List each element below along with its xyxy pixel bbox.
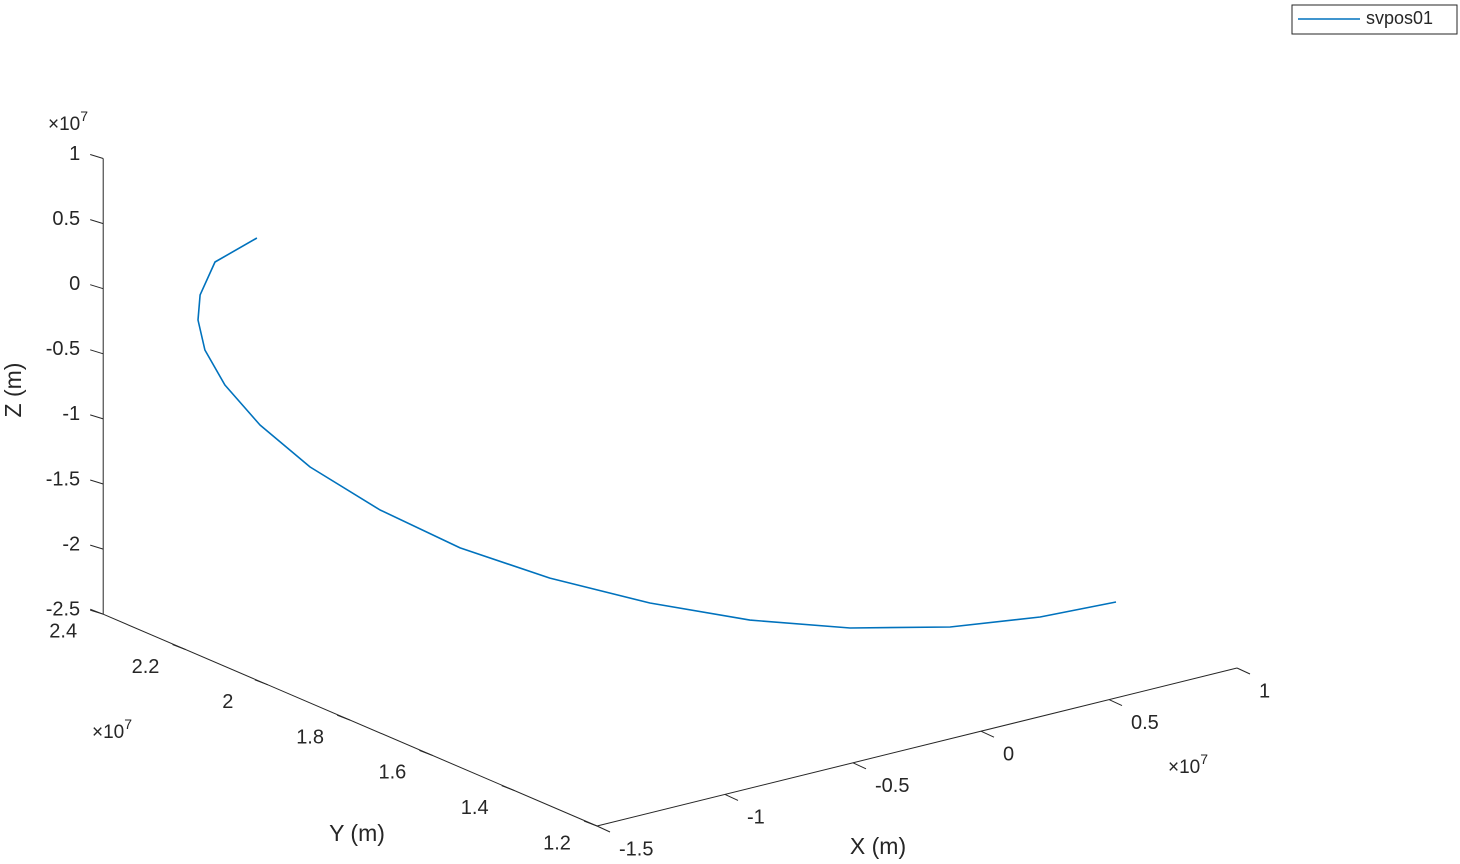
y-tick	[336, 714, 351, 721]
exponent-power: 7	[1200, 751, 1208, 767]
axis-exponent: ×107	[1168, 751, 1208, 778]
z-tick	[90, 219, 104, 225]
y-tick-label: 1.8	[296, 726, 324, 748]
z-tick-label: -2.5	[46, 598, 80, 620]
x-axis-title: X (m)	[850, 833, 906, 859]
z-axis-title: Z (m)	[0, 363, 26, 418]
legend-text: svpos01	[1366, 8, 1433, 28]
axis-exponent: ×107	[92, 716, 132, 743]
x-tick-label: 1	[1259, 680, 1270, 702]
z-tick-label: -1.5	[46, 468, 80, 490]
x-tick-label: 0.5	[1131, 712, 1159, 734]
exponent-base: ×10	[1168, 757, 1200, 778]
y-tick-label: 2.2	[132, 656, 160, 678]
y-tick	[501, 785, 515, 792]
z-tick	[90, 349, 104, 355]
x-tick-label: -1	[747, 807, 765, 829]
exponent-base: ×10	[92, 722, 124, 743]
axis-exponent: ×107	[48, 108, 88, 135]
y-tick-label: 1.2	[543, 832, 571, 854]
y-tick	[172, 644, 186, 650]
z-tick	[90, 154, 104, 159]
x-tick	[1236, 667, 1251, 675]
x-tick	[724, 793, 739, 801]
z-tick-label: -0.5	[46, 338, 80, 360]
x-tick	[980, 730, 995, 738]
x-tick	[596, 825, 611, 833]
y-tick	[254, 679, 268, 686]
z-tick-label: 1	[69, 143, 80, 165]
z-tick	[90, 544, 104, 550]
x-tick-label: 0	[1003, 743, 1014, 765]
z-tick-label: 0	[69, 273, 80, 295]
z-tick	[90, 284, 104, 290]
exponent-power: 7	[80, 108, 88, 124]
z-tick-label: 0.5	[52, 208, 80, 230]
y-tick	[583, 820, 598, 827]
exponent-power: 7	[124, 716, 132, 732]
z-tick-label: -1	[62, 403, 80, 425]
y-tick-label: 1.4	[461, 797, 489, 819]
x-tick	[1108, 699, 1123, 707]
z-tick	[90, 609, 104, 615]
exponent-base: ×10	[48, 114, 80, 135]
y-tick-label: 1.6	[378, 762, 406, 784]
y-tick-label: 2.4	[49, 620, 77, 642]
y-tick-label: 2	[222, 691, 233, 713]
x-axis-line	[596, 667, 1238, 827]
data-line	[197, 237, 1117, 629]
x-tick-label: -1.5	[619, 838, 653, 860]
x-tick	[852, 762, 867, 770]
z-tick-label: -2	[62, 533, 80, 555]
y-tick	[419, 749, 433, 756]
z-tick	[90, 414, 104, 420]
x-tick-label: -0.5	[875, 775, 909, 797]
z-tick	[90, 479, 104, 485]
y-axis-title: Y (m)	[329, 820, 385, 846]
